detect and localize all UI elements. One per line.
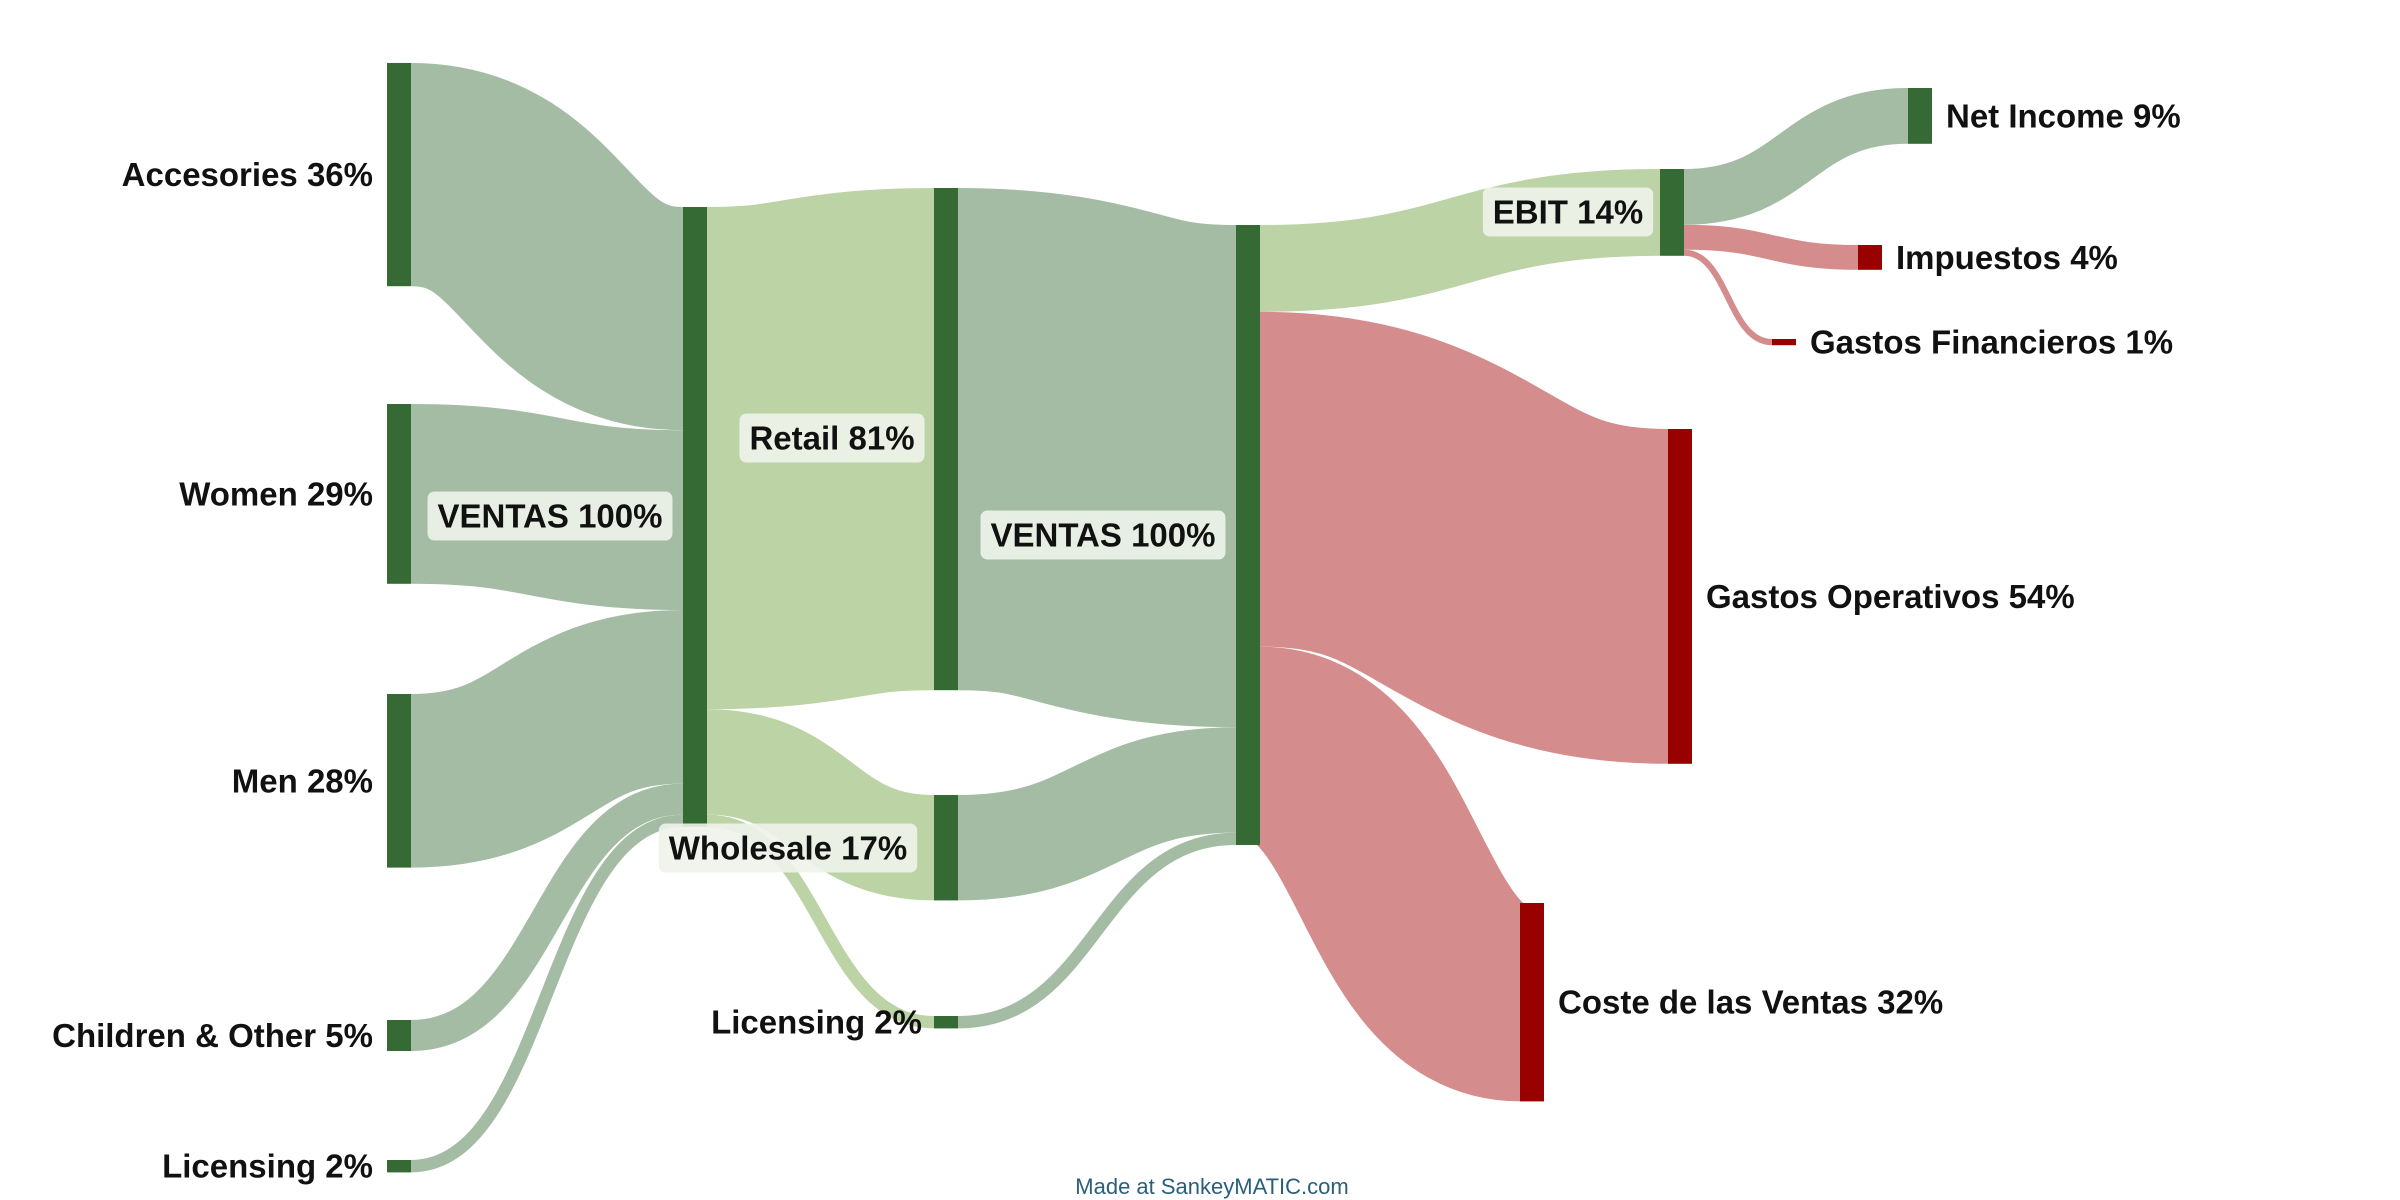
sankey-labels: Accesories 36% Women 29% Men 28% Children &…	[52, 97, 2181, 1184]
node-label-retail: Retail 81%	[749, 420, 914, 457]
node-label-box-ebit	[1482, 187, 1654, 237]
node-net_income	[1908, 88, 1932, 144]
node-label-gastos_op: Gastos Operativos 54%	[1706, 578, 2075, 615]
node-label-box-retail	[739, 413, 925, 463]
node-licensing_in	[387, 1160, 411, 1173]
node-label-gastos_fin: Gastos Financieros 1%	[1810, 324, 2173, 361]
node-label-men: Men 28%	[232, 762, 373, 799]
node-label-licensing_in: Licensing 2%	[162, 1148, 373, 1185]
node-label-net_income: Net Income 9%	[1946, 97, 2181, 134]
node-gastos_op	[1668, 429, 1692, 764]
node-label-box-wholesale	[658, 823, 918, 873]
node-retail	[934, 188, 958, 691]
node-gastos_fin	[1772, 339, 1796, 346]
node-children	[387, 1020, 411, 1051]
node-label-licensing_mid: Licensing 2%	[711, 1004, 922, 1041]
flow-ebit-to-gastos_fin	[1683, 249, 1773, 346]
node-label-ventas2: VENTAS 100%	[991, 517, 1216, 554]
credit-text: Made at SankeyMATIC.com	[1075, 1174, 1348, 1199]
flow-men-to-ventas1	[408, 610, 686, 868]
node-ebit	[1660, 169, 1684, 256]
node-label-accesories: Accesories 36%	[122, 156, 373, 193]
flow-wholesale-to-ventas2	[957, 727, 1237, 901]
node-impuestos	[1858, 245, 1882, 270]
node-label-impuestos: Impuestos 4%	[1896, 239, 2118, 276]
node-accesories	[387, 63, 411, 287]
node-label-ventas1: VENTAS 100%	[438, 498, 663, 535]
node-men	[387, 694, 411, 868]
flow-accesories-to-ventas1	[405, 63, 689, 431]
sankey-nodes	[387, 63, 1932, 1173]
node-ventas1	[683, 207, 707, 827]
node-label-ebit: EBIT 14%	[1493, 194, 1643, 231]
flow-ventas2-to-coste	[1248, 646, 1532, 1102]
node-coste	[1520, 903, 1544, 1102]
node-label-box-ventas2	[980, 510, 1226, 560]
node-label-children: Children & Other 5%	[52, 1017, 373, 1054]
node-women	[387, 404, 411, 584]
node-licensing_mid	[934, 1016, 958, 1029]
node-wholesale	[934, 795, 958, 901]
node-label-wholesale: Wholesale 17%	[669, 830, 907, 867]
node-label-women: Women 29%	[179, 475, 373, 512]
flow-licensing_in-to-ventas1	[410, 814, 684, 1173]
flow-children-to-ventas1	[410, 783, 684, 1051]
node-label-box-ventas1	[427, 491, 673, 541]
flow-licensing_mid-to-ventas2	[957, 832, 1237, 1029]
flow-ventas2-to-gastos_op	[1256, 311, 1672, 764]
flow-retail-to-ventas2	[954, 188, 1240, 728]
flow-ebit-to-net_income	[1683, 88, 1909, 225]
node-label-coste: Coste de las Ventas 32%	[1558, 984, 1943, 1021]
flow-ebit-to-impuestos	[1683, 224, 1859, 270]
node-ventas2	[1236, 225, 1260, 845]
